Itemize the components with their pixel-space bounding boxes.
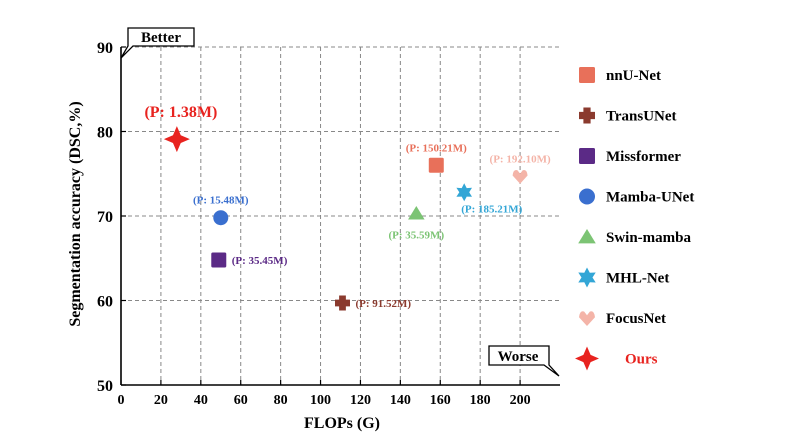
callouts: Better Worse [120,27,560,377]
x-tick-label: 180 [470,393,491,408]
point-transunet [334,295,350,311]
grid [121,46,560,385]
legend-label-mhl-net: MHL-Net [606,271,669,287]
y-tick-label: 90 [97,40,113,57]
point-missformer [211,252,227,268]
ticks: 0 20 40 60 80 100 120 140 160 180 200 50 60 70 80 90 [97,40,531,408]
legend-marker-mamba-unet [579,188,595,205]
y-tick-label: 60 [97,294,113,311]
x-tick-label: 60 [234,393,248,408]
x-tick-label: 120 [350,393,371,408]
legend-label-nnu-net: nnU-Net [606,68,661,84]
y-tick-label: 70 [97,209,113,226]
legend-label-missformer: Missformer [606,149,681,165]
point-swin-mamba [408,205,425,220]
legend-marker-focusnet [579,311,595,326]
legend-marker-transunet [579,107,596,124]
point-labels: (P: 150.21M) (P: 91.52M) (P: 35.45M) (P: 15… [144,104,551,310]
legend-marker-ours [575,346,599,371]
point-label-ours: (P: 1.38M) [144,104,217,121]
legend-marker-missformer [579,148,595,164]
x-tick-label: 80 [274,393,288,408]
x-tick-label: 40 [194,393,208,408]
legend-marker-nnu-net [579,67,595,83]
x-tick-label: 20 [154,393,168,408]
point-label-focusnet: (P: 192.10M) [490,153,551,165]
legend-label-ours: Ours [625,352,658,368]
point-mamba-unet [213,210,229,226]
point-mhl-net [456,183,472,202]
point-nnu-net [428,157,444,173]
point-label-nnu-net: (P: 150.21M) [406,142,467,154]
y-tick-label: 50 [97,378,113,395]
worse-label: Worse [498,349,539,365]
legend-label-mamba-unet: Mamba-UNet [606,190,694,206]
point-label-mamba-unet: (P: 15.48M) [193,195,249,207]
better-label: Better [141,30,181,46]
y-tick-label: 80 [97,125,113,142]
y-axis-label: Segmentation accuracy (DSC,%) [67,101,84,326]
legend-label-transunet: TransUNet [606,109,677,125]
points [163,126,528,311]
legend: nnU-Net TransUNet Missformer Mamba-UNet Swin… [575,67,694,371]
point-label-swin-mamba: (P: 35.59M) [389,229,445,241]
point-label-missformer: (P: 35.45M) [232,255,288,267]
legend-marker-mhl-net [578,267,596,288]
worse-callout: Worse [488,345,560,377]
legend-label-swin-mamba: Swin-mamba [606,230,692,246]
point-focusnet [512,170,528,184]
point-label-transunet: (P: 91.52M) [355,298,411,310]
x-axis-label: FLOPs (G) [304,415,380,432]
point-label-mhl-net: (P: 185.21M) [461,203,522,215]
x-tick-label: 160 [430,393,451,408]
better-callout: Better [120,27,195,59]
x-tick-label: 200 [510,393,531,408]
legend-marker-swin-mamba [578,229,596,244]
x-tick-label: 100 [310,393,331,408]
x-tick-label: 0 [118,393,125,408]
point-ours [163,126,190,153]
legend-label-focusnet: FocusNet [606,311,666,327]
x-tick-label: 140 [390,393,411,408]
